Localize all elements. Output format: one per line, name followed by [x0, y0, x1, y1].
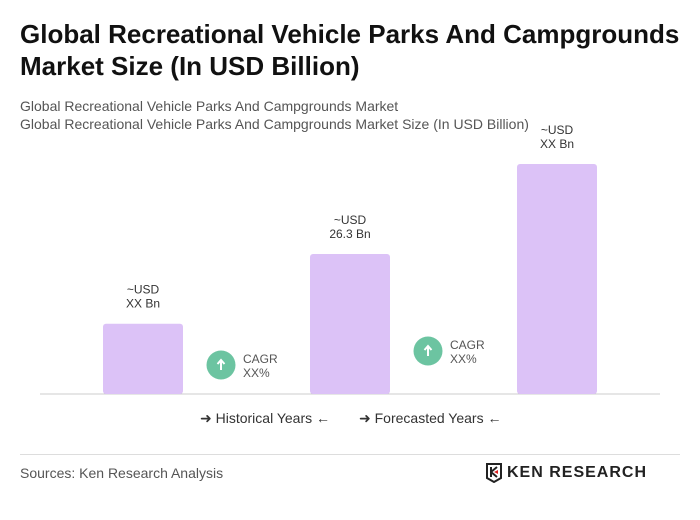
legend-forecasted: ➜ Forecasted Years ←	[359, 410, 502, 426]
page-title: Global Recreational Vehicle Parks And Ca…	[20, 19, 680, 81]
cagr-value: XX%	[450, 352, 477, 366]
bar	[517, 164, 597, 394]
ken-research-logo: KEN RESEARCH	[485, 463, 647, 483]
cagr-label: CAGR	[450, 338, 485, 352]
data-label: XX Bn	[126, 297, 160, 311]
bar	[103, 323, 183, 394]
data-label: ~USD	[127, 283, 160, 297]
bar	[310, 254, 390, 394]
divider	[20, 454, 680, 455]
data-label: XX Bn	[540, 137, 574, 151]
subtitle-2: Global Recreational Vehicle Parks And Ca…	[20, 116, 529, 132]
cagr-value: XX%	[243, 366, 270, 380]
cagr-label: CAGR	[243, 352, 278, 366]
data-label: ~USD	[541, 123, 574, 137]
subtitle: Global Recreational Vehicle Parks And Ca…	[20, 98, 399, 114]
legend-historical: ➜ Historical Years ←	[200, 410, 331, 426]
logo-icon	[486, 463, 502, 483]
data-label: 26.3 Bn	[329, 227, 370, 241]
sources: Sources: Ken Research Analysis	[20, 465, 224, 481]
data-label: ~USD	[334, 213, 367, 227]
